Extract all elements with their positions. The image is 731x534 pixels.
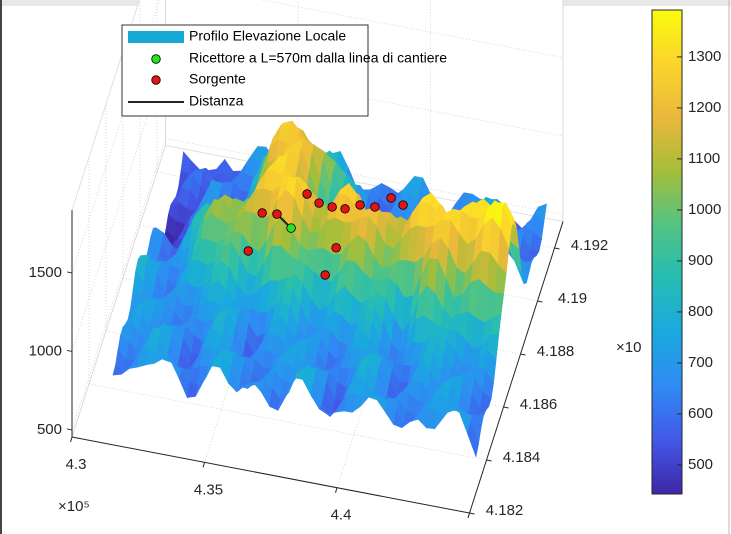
colorbar-tick-label: 1000 [688, 201, 721, 218]
z-tick-label: 1500 [29, 264, 62, 281]
x-tick-label: 4.3 [66, 456, 87, 473]
point-marker [320, 270, 330, 280]
colorbar-tick-label: 1300 [688, 48, 721, 65]
y-tick [520, 353, 526, 356]
markers [243, 189, 408, 280]
y-tick-label: 4.192 [571, 237, 609, 254]
x-exponent: ×10⁵ [58, 498, 90, 515]
legend-label: Sorgente [189, 71, 246, 87]
y-tick-label: 4.184 [503, 449, 541, 466]
y-tick [486, 459, 492, 462]
legend-marker [151, 75, 161, 85]
legend-label: Distanza [189, 93, 244, 109]
surface [112, 120, 547, 458]
grid-line [71, 145, 166, 438]
y-exponent: ×10 [616, 339, 641, 356]
surface-patch [467, 421, 479, 458]
point-marker [243, 246, 253, 256]
y-tick-label: 4.186 [520, 396, 558, 413]
point-marker [386, 193, 396, 203]
y-tick-label: 4.19 [558, 290, 587, 307]
y-tick [503, 406, 509, 409]
legend-marker [151, 54, 161, 64]
point-marker [257, 208, 267, 218]
y-axis [469, 221, 564, 514]
legend-label: Profilo Elevazione Locale [189, 28, 346, 44]
colorbar-tick-label: 500 [688, 456, 713, 473]
point-marker [302, 189, 312, 199]
colorbar-tick-label: 600 [688, 405, 713, 422]
z-tick-label: 1000 [29, 342, 62, 359]
point-marker [272, 209, 282, 219]
point-marker [355, 200, 365, 210]
colorbar-tick-label: 700 [688, 354, 713, 371]
point-marker [314, 198, 324, 208]
colorbar-tick-label: 1200 [688, 99, 721, 116]
point-marker [398, 200, 408, 210]
y-tick-label: 4.188 [537, 343, 575, 360]
point-marker [370, 202, 380, 212]
y-tick [554, 247, 560, 250]
z-tick-label: 500 [37, 421, 62, 438]
colorbar-tick-label: 1100 [688, 150, 720, 167]
legend: Profilo Elevazione Locale Ricettore a L=5… [121, 24, 447, 117]
legend-swatch [128, 31, 184, 43]
z-tick [66, 428, 73, 431]
point-marker [327, 202, 337, 212]
colorbar: 500 600 700 800 900 1000 1100 1200 1300 [651, 9, 721, 495]
z-tick [66, 349, 73, 352]
point-marker [331, 243, 341, 253]
y-tick [537, 300, 543, 303]
x-tick [70, 436, 73, 443]
x-tick [335, 487, 338, 493]
colorbar-ramp [651, 9, 683, 495]
y-tick [469, 512, 475, 515]
colorbar-tick-label: 900 [688, 252, 713, 269]
axes: 4.3 4.35 4.4 4.45 4.182 4.184 4.186 4.188 4.19 4.… [29, 210, 609, 534]
x-tick-label: 4.45 [459, 532, 488, 534]
x-tick [202, 462, 205, 468]
colorbar-tick-label: 800 [688, 303, 713, 320]
x-tick [467, 512, 470, 519]
legend-label: Ricettore a L=570m dalla linea di cantie… [189, 50, 447, 66]
z-tick [66, 271, 73, 274]
point-marker [340, 204, 350, 214]
y-tick-label: 4.182 [486, 502, 524, 519]
x-tick-label: 4.4 [331, 507, 352, 524]
point-marker [286, 223, 296, 233]
grid-line [71, 138, 166, 431]
x-axis [71, 436, 470, 514]
x-tick-label: 4.35 [194, 481, 223, 498]
